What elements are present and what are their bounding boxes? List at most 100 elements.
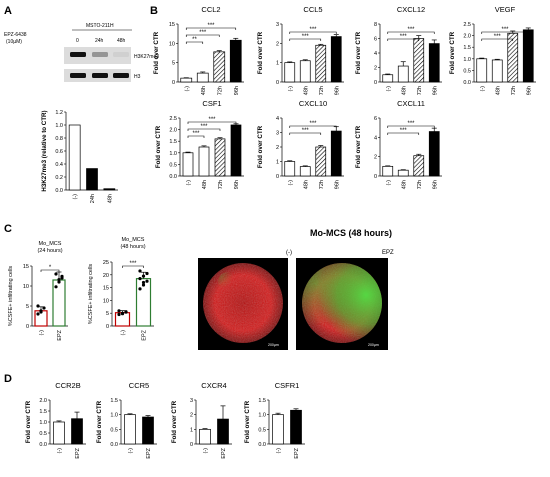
significance-label: *** <box>407 121 415 127</box>
panel-label-a: A <box>4 5 12 17</box>
y-tick-label: 1.0 <box>169 151 177 157</box>
y-tick-label: 2.0 <box>39 398 47 404</box>
x-tick-label: 72h <box>417 86 423 95</box>
y-axis-label: Fold over CTR <box>449 31 456 74</box>
bar-(-) <box>382 74 394 83</box>
data-point <box>138 287 142 291</box>
significance-bracket <box>289 125 337 128</box>
data-point <box>57 280 61 284</box>
blot-lane-0: 0 <box>76 38 79 44</box>
y-tick-label: 2 <box>190 413 193 419</box>
y-axis-label: %CSFE+ infiltrating cells <box>8 266 14 327</box>
blot-band-h3k27me3-lane-2 <box>113 52 129 57</box>
data-point <box>36 312 40 316</box>
bar-96h <box>330 36 342 83</box>
x-tick-label: 96h <box>234 86 240 95</box>
y-tick-label: 0.5 <box>463 68 471 74</box>
y-tick-label: 2 <box>276 41 279 47</box>
significance-label: *** <box>208 117 216 123</box>
bar-48h <box>397 169 409 177</box>
y-tick-label: 2.5 <box>463 22 471 28</box>
bar-96h <box>330 130 342 177</box>
chart-c-24h: 0 5 10 15 %CSFE+ infiltrating cells Mo_MCS(24… <box>8 241 68 341</box>
bar-(-) <box>382 165 394 177</box>
x-tick-label: (-) <box>203 448 209 454</box>
scale-bar-ctrl: 200µm <box>268 343 279 347</box>
x-tick-label: (-) <box>288 86 294 92</box>
significance-bracket <box>387 132 420 135</box>
significance-bracket <box>185 27 237 30</box>
bar-48h <box>491 59 503 83</box>
significance-bracket <box>289 31 337 34</box>
microscopy-image-epz: 200µm <box>296 258 388 350</box>
x-tick-label: (-) <box>128 448 134 454</box>
x-tick-label: 96h <box>432 180 438 189</box>
data-point <box>36 304 40 308</box>
bar-EPZ <box>217 418 229 445</box>
y-tick-label: 2 <box>374 155 377 161</box>
x-tick-label: 96h <box>234 180 240 189</box>
significance-bracket <box>187 121 237 124</box>
significance-bracket <box>185 41 204 44</box>
data-point <box>54 272 58 276</box>
y-tick-label: 1.5 <box>169 139 177 145</box>
microscopy-panel: Mo-MCS (48 hours) (-) EPZ 200µm 200µm <box>198 228 394 350</box>
x-tick-label: EPZ <box>75 447 81 458</box>
significance-label: *** <box>400 34 408 40</box>
blot-band-h3k27me3: H3K27me3 <box>134 54 159 60</box>
y-tick-label: 10 <box>169 41 175 47</box>
y-tick-label: 0.0 <box>39 442 47 448</box>
x-tick-label: 96h <box>432 86 438 95</box>
data-point <box>145 271 149 276</box>
western-blot: EPZ-6438 (10µM) MSTO-211H 0 24h 48h H3K2… <box>4 23 159 82</box>
y-tick-label: 0.6 <box>55 149 63 155</box>
y-tick-label: 0.0 <box>258 442 266 448</box>
bar-48h <box>198 146 210 177</box>
y-tick-label: 3 <box>190 398 193 404</box>
y-tick-label: 10 <box>103 298 109 304</box>
chart-title: Mo_MCS <box>39 241 62 247</box>
y-tick-label: 0 <box>172 80 175 86</box>
microscopy-title: Mo-MCS (48 hours) <box>310 228 392 238</box>
significance-label: *** <box>501 27 509 33</box>
bar-48h <box>196 72 209 83</box>
x-tick-label: 96h <box>334 86 340 95</box>
bar-72h <box>213 51 226 83</box>
significance-bracket <box>187 135 205 138</box>
y-tick-label: 0.0 <box>55 188 63 194</box>
y-tick-label: 2 <box>374 66 377 72</box>
data-point <box>54 285 58 289</box>
x-tick-label: 48h <box>303 180 309 189</box>
bar-EPZ <box>290 409 302 445</box>
y-tick-label: 0 <box>374 80 377 86</box>
y-tick-label: 2 <box>276 145 279 151</box>
y-tick-label: 0 <box>26 324 29 330</box>
x-tick-label: (-) <box>186 180 192 186</box>
chart-ccr2b: 0.0 0.5 1.0 1.5 2.0 Fold over CTR CCR2B (-) EPZ <box>25 381 86 459</box>
x-tick-label: 48h <box>401 86 407 95</box>
x-tick-label: 72h <box>511 86 517 95</box>
y-tick-label: 1.5 <box>110 398 118 404</box>
y-tick-label: 0.5 <box>169 162 177 168</box>
bar-96h <box>428 131 440 177</box>
bar-(-) <box>199 428 211 445</box>
bar-(-) <box>284 161 296 177</box>
y-tick-label: 2.0 <box>169 128 177 134</box>
y-tick-label: 1.5 <box>463 45 471 51</box>
x-tick-label: (-) <box>386 180 392 186</box>
data-point <box>141 283 146 287</box>
bar-96h <box>230 124 242 177</box>
chart-title: CXCL12 <box>397 5 425 14</box>
blot-lane-48h: 48h <box>117 38 126 44</box>
data-point <box>141 280 146 285</box>
x-tick-label: 48h <box>303 86 309 95</box>
blot-membrane-h3k27me3 <box>64 47 131 64</box>
blot-drug: EPZ-6438 <box>4 32 27 38</box>
bar-(-) <box>68 124 81 191</box>
y-tick-label: 4 <box>374 51 377 57</box>
data-point <box>138 269 142 273</box>
y-axis-label: Fold over CTR <box>355 31 362 74</box>
chart-title: VEGF <box>495 5 516 14</box>
blot-band-h3-lane-0 <box>70 73 86 78</box>
y-tick-label: 10 <box>23 284 29 290</box>
